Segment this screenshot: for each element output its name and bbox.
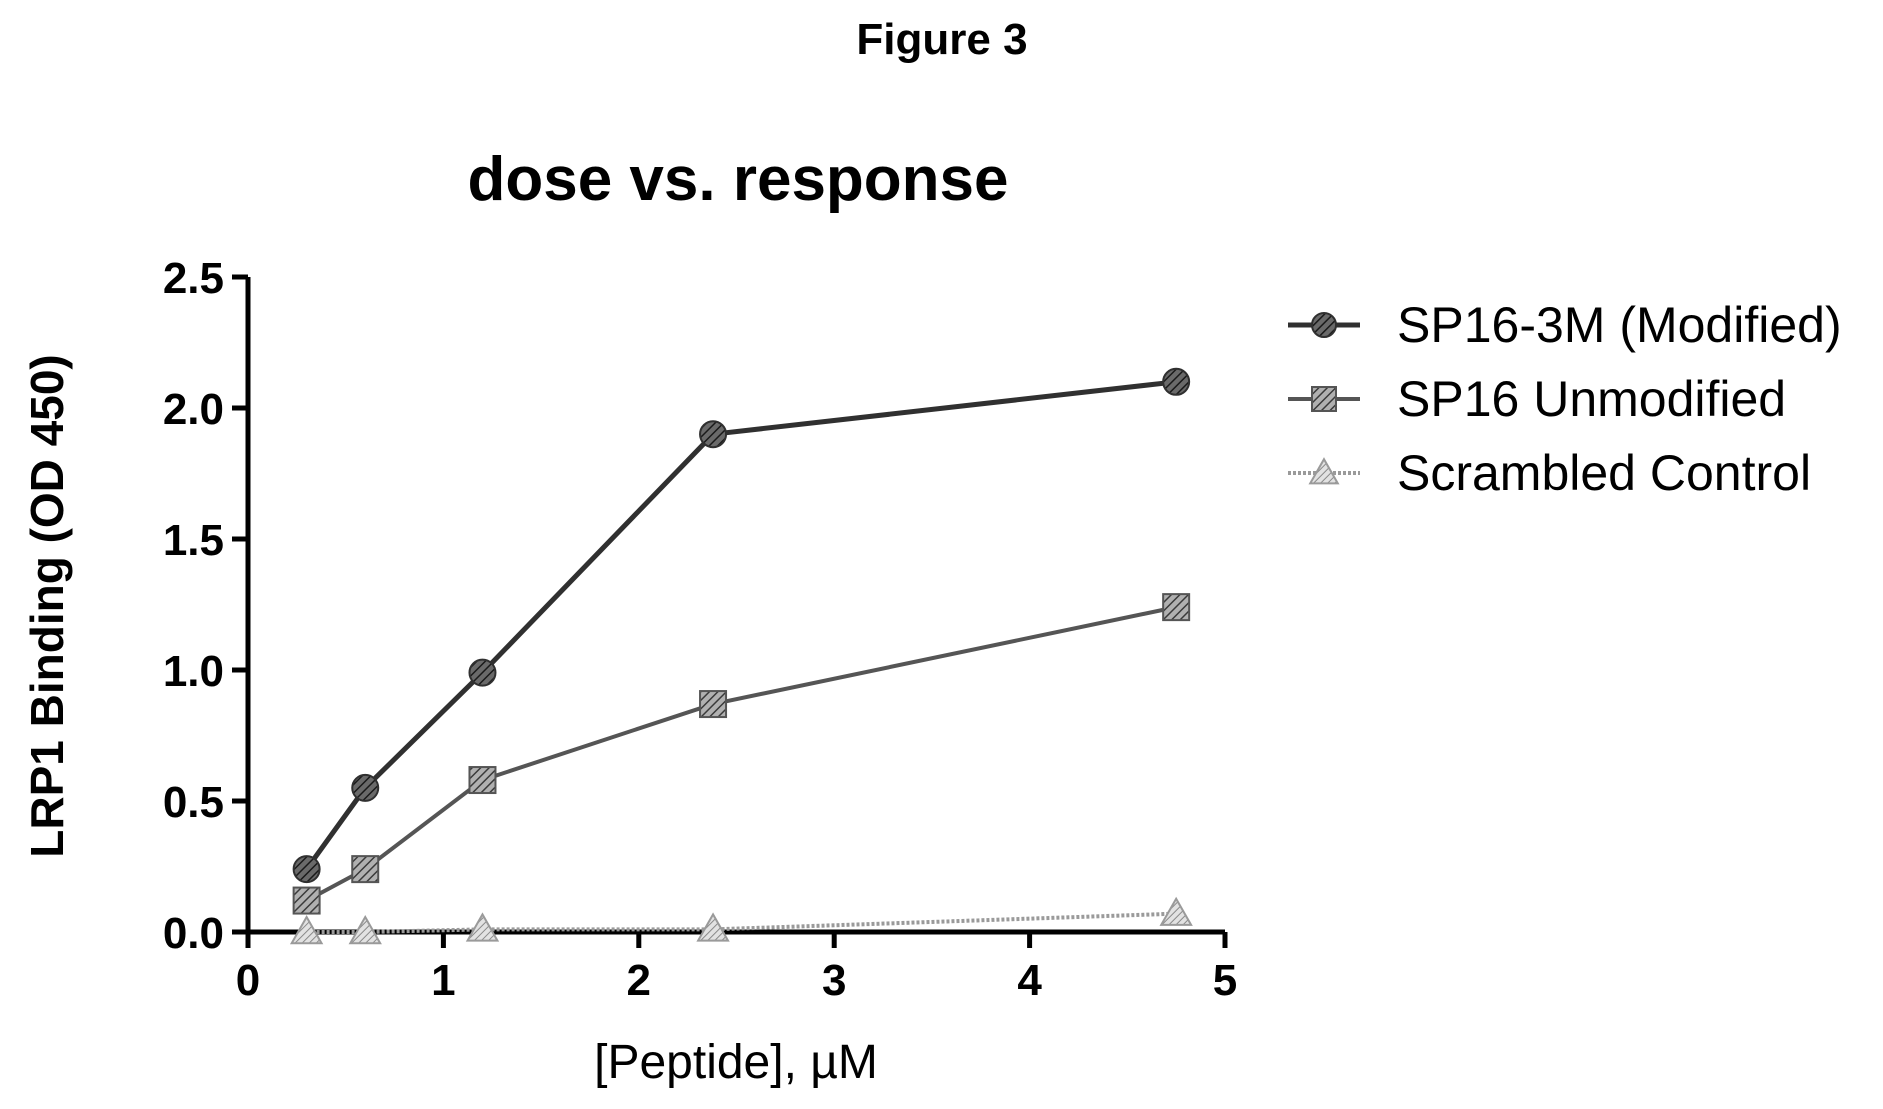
legend-item-0: SP16-3M (Modified)	[1288, 297, 1842, 353]
y-tick-label-5: 2.5	[163, 254, 224, 303]
data-point-0-2	[468, 658, 497, 687]
x-axis-label: [Peptide], µM	[594, 1036, 878, 1089]
data-point-2-3	[696, 912, 730, 942]
data-point-0-3	[699, 420, 728, 449]
legend-marker-2	[1308, 457, 1340, 485]
y-axis-label: LRP1 Binding (OD 450)	[21, 354, 73, 857]
x-tick-label-0: 0	[236, 956, 260, 1005]
series-0	[292, 367, 1191, 884]
x-tick-label-3: 3	[822, 956, 846, 1005]
data-point-1-1	[351, 855, 380, 884]
legend-marker-0	[1311, 312, 1337, 338]
x-tick-label-1: 1	[431, 956, 455, 1005]
data-point-0-1	[351, 773, 380, 802]
x-tick-label-4: 4	[1017, 956, 1042, 1005]
series-1	[292, 593, 1191, 915]
axes	[245, 277, 1225, 935]
x-tick-label-5: 5	[1213, 956, 1237, 1005]
figure-label: Figure 3	[856, 15, 1027, 64]
data-point-0-4	[1162, 367, 1191, 396]
legend-label-1: SP16 Unmodified	[1397, 371, 1786, 427]
series-line-0	[304, 379, 1177, 871]
x-tick-label-2: 2	[627, 956, 651, 1005]
data-point-1-0	[292, 886, 321, 915]
series-line-2	[306, 911, 1177, 934]
chart-title: dose vs. response	[467, 145, 1008, 214]
legend-marker-1	[1311, 386, 1337, 412]
legend: SP16-3M (Modified) SP16 Unmodified Scrambl…	[1288, 297, 1842, 501]
series-layer	[289, 367, 1193, 945]
data-point-1-2	[468, 766, 497, 795]
legend-item-1: SP16 Unmodified	[1288, 371, 1786, 427]
data-point-0-0	[292, 855, 321, 884]
data-point-2-4	[1159, 896, 1193, 926]
y-tick-label-0: 0.0	[163, 909, 224, 958]
series-2	[289, 896, 1193, 945]
y-tick-label-2: 1.0	[163, 647, 224, 696]
y-tick-label-1: 0.5	[163, 778, 224, 827]
data-point-1-4	[1162, 593, 1191, 622]
legend-item-2: Scrambled Control	[1288, 445, 1811, 501]
y-tick-label-4: 2.0	[163, 385, 224, 434]
data-point-2-2	[465, 912, 500, 942]
legend-label-0: SP16-3M (Modified)	[1397, 297, 1842, 353]
data-point-1-3	[699, 690, 728, 719]
data-point-2-1	[348, 915, 382, 945]
series-line-1	[305, 605, 1177, 903]
legend-label-2: Scrambled Control	[1397, 445, 1811, 501]
data-point-2-0	[289, 915, 324, 945]
ticks: 0 1 2 3 4 5 0.0 0.5 1.0 1.5 2.0 2.5	[163, 254, 1237, 1005]
y-tick-label-3: 1.5	[163, 516, 224, 565]
